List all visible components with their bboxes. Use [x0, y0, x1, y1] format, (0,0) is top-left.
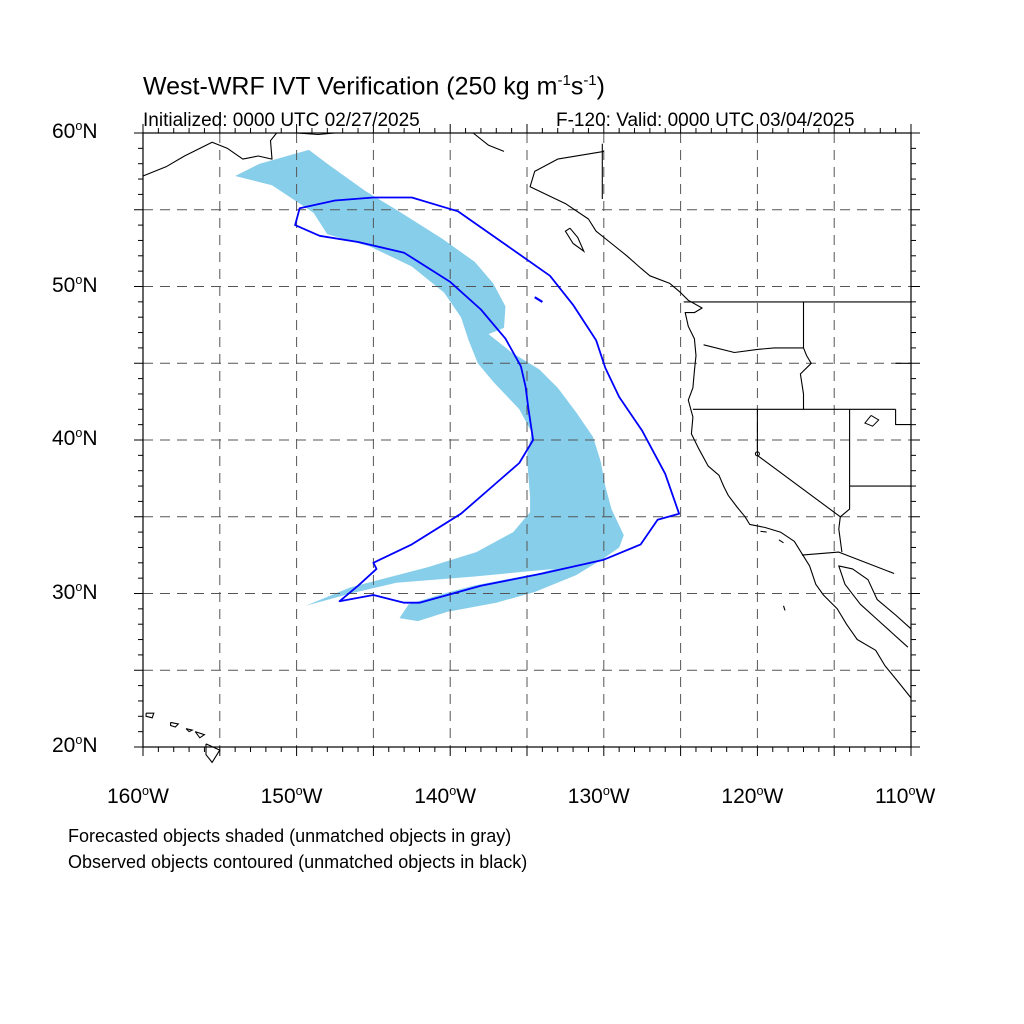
observed-ivt-contour-fragment: [534, 296, 543, 303]
island-8: [782, 605, 786, 611]
coastline-segment-7: [703, 344, 804, 354]
coastline-segment-10: [756, 409, 843, 553]
coastline-segment-8: [799, 301, 812, 410]
coastline-segment-12: [801, 551, 895, 575]
forecast-legend-note: Forecasted objects shaded (unmatched obj…: [68, 826, 512, 846]
coastline-segment-0: [529, 150, 912, 699]
coastline-segment-2: [142, 132, 278, 177]
forecast-ivt-object: [235, 149, 624, 622]
lon-label-140: 140oW: [414, 784, 477, 808]
map-frame: [142, 132, 912, 748]
island-4: [205, 743, 221, 764]
lat-label-20: 20oN: [52, 733, 98, 757]
island-1: [170, 721, 180, 728]
coastline-segment-11: [839, 409, 851, 518]
coastline-segment-1: [838, 565, 912, 648]
forecast-ivt-object-layer: [235, 149, 624, 622]
great-salt-lake-icon: [864, 414, 880, 427]
lat-label-30: 30oN: [52, 579, 98, 604]
lat-label-40: 40oN: [52, 426, 98, 450]
lake-tahoe-icon: [754, 451, 760, 457]
island-6: [778, 539, 784, 544]
island-0: [145, 712, 155, 719]
coastline-segment-4: [472, 132, 505, 152]
island-2: [185, 728, 194, 733]
lon-label-130: 130oW: [567, 784, 630, 808]
axis-ticks: [134, 124, 920, 756]
lon-label-110: 110oW: [875, 784, 936, 808]
lon-label-150: 150oW: [260, 784, 323, 808]
valid-time-label: F-120: Valid: 0000 UTC 03/04/2025: [556, 110, 855, 131]
island-3: [194, 731, 206, 739]
lat-lon-gridlines: [143, 133, 911, 747]
island-5: [564, 227, 586, 253]
lat-label-50: 50oN: [52, 272, 98, 297]
observed-ivt-contour: [294, 196, 680, 604]
chart-title: West-WRF IVT Verification (250 kg m-1s-1…: [143, 72, 605, 101]
lat-label-60: 60oN: [52, 119, 98, 143]
lon-label-160: 160oW: [107, 784, 169, 808]
coastline-segment-15: [895, 409, 911, 426]
observed-ivt-contour-layer: [294, 196, 680, 604]
lon-label-120: 120oW: [721, 784, 784, 808]
observed-legend-note: Observed objects contoured (unmatched ob…: [68, 852, 528, 872]
island-7: [760, 530, 767, 533]
initialized-time-label: Initialized: 0000 UTC 02/27/2025: [143, 110, 420, 131]
